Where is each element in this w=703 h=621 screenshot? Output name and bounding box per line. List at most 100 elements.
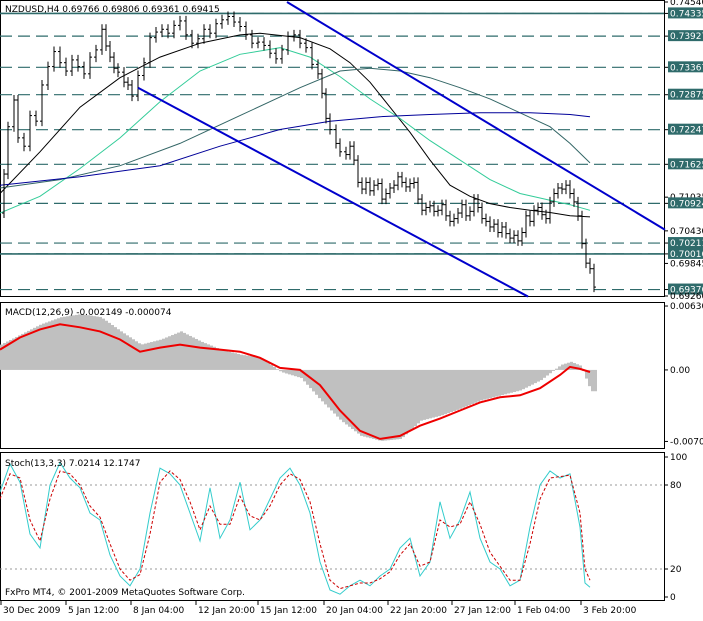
macd-histogram-bar	[369, 369, 372, 439]
macd-panel-title: MACD(12,26,9) -0.002149 -0.000074	[5, 308, 172, 318]
macd-histogram-bar	[177, 332, 180, 370]
stoch-axis-label: 0	[670, 593, 676, 603]
price-axis-label: 0.70924	[670, 199, 703, 209]
macd-histogram-bar	[474, 369, 477, 403]
price-axis-label: 0.70016	[670, 250, 703, 260]
macd-histogram-bar	[240, 354, 243, 370]
macd-histogram-bar	[291, 369, 294, 376]
macd-histogram-bar	[207, 344, 210, 370]
macd-histogram-bar	[111, 324, 114, 370]
macd-histogram-bar	[195, 338, 198, 370]
macd-histogram-bar	[387, 369, 390, 441]
price-axis-label: 0.73367	[670, 63, 703, 73]
macd-histogram-bar	[96, 316, 99, 370]
macd-histogram-bar	[126, 335, 129, 370]
macd-histogram-bar	[408, 369, 411, 432]
macd-histogram-bar	[174, 333, 177, 370]
macd-histogram-bar	[390, 369, 393, 440]
macd-histogram-bar	[534, 369, 537, 384]
macd-histogram-bar	[513, 369, 516, 392]
macd-histogram-bar	[192, 337, 195, 370]
macd-histogram-bar	[225, 350, 228, 370]
macd-histogram-bar	[477, 369, 480, 402]
macd-histogram-bar	[336, 369, 339, 417]
macd-histogram-bar	[105, 320, 108, 370]
macd-histogram-bar	[213, 346, 216, 370]
time-axis-label: 12 Jan 20:00	[198, 606, 255, 616]
macd-histogram-bar	[81, 314, 84, 370]
macd-histogram-bar	[444, 369, 447, 415]
macd-histogram-bar	[243, 355, 246, 370]
macd-histogram-bar	[267, 362, 270, 370]
price-panel: 0.745400.74335 0.73927 0.73367 0.72875 0.722…	[0, 0, 703, 302]
macd-histogram-bar	[252, 356, 255, 370]
macd-axis-label: 0.00	[670, 366, 690, 376]
macd-histogram-bar	[210, 345, 213, 370]
macd-histogram-bar	[360, 369, 363, 436]
time-axis: 30 Dec 2009 5 Jan 12:00 8 Jan 04:00 12 Jan …	[0, 601, 637, 616]
macd-histogram-bar	[141, 344, 144, 370]
price-label-background	[668, 61, 703, 73]
macd-histogram-bar	[6, 341, 9, 370]
macd-histogram-bar	[231, 352, 234, 370]
macd-histogram-bar	[279, 369, 282, 372]
price-axis-label: 0.71625	[670, 160, 703, 170]
macd-histogram-bar	[129, 337, 132, 370]
macd-histogram-bar	[396, 369, 399, 440]
macd-histogram-bar	[588, 369, 591, 387]
macd-histogram-bar	[372, 369, 375, 439]
macd-histogram-bar	[345, 369, 348, 425]
macd-histogram-bar	[495, 369, 498, 397]
macd-histogram-bar	[516, 369, 519, 392]
macd-histogram-bar	[204, 343, 207, 370]
macd-histogram-bar	[402, 369, 405, 438]
macd-histogram-bar	[330, 369, 333, 411]
macd-histogram-bar	[201, 341, 204, 370]
macd-histogram-bar	[21, 333, 24, 370]
macd-histogram-bar	[123, 333, 126, 370]
macd-histogram-bar	[183, 332, 186, 370]
macd-histogram-bar	[540, 369, 543, 381]
macd-histogram-bar	[363, 369, 366, 437]
macd-histogram-bar	[324, 369, 327, 405]
macd-histogram-bar	[189, 335, 192, 370]
time-axis-label: 20 Jan 04:00	[326, 606, 383, 616]
macd-histogram-bar	[525, 369, 528, 388]
macd-histogram-bar	[219, 349, 222, 370]
macd-histogram-bar	[528, 369, 531, 387]
macd-histogram-bar	[171, 335, 174, 370]
macd-histogram-bar	[78, 314, 81, 370]
stoch-panel-frame	[0, 452, 665, 601]
macd-histogram-bar	[300, 369, 303, 379]
macd-histogram-bar	[576, 364, 579, 370]
macd-histogram-bar	[537, 369, 540, 382]
macd-histogram-bar	[306, 369, 309, 385]
price-label-background	[668, 237, 703, 249]
macd-histogram-bar	[342, 369, 345, 423]
macd-signal-line	[0, 323, 591, 440]
macd-histogram-bar	[561, 364, 564, 370]
macd-histogram-bar	[144, 343, 147, 370]
price-axis-label: 0.73927	[670, 32, 703, 42]
macd-histogram-bar	[66, 316, 69, 370]
macd-histogram-bar	[294, 369, 297, 377]
macd-histogram-bar	[165, 337, 168, 370]
stoch-panel-title: Stoch(13,3,3) 7.0214 12.1747	[5, 459, 140, 469]
price-panel-title: NZDUSD,H4 0.69766 0.69806 0.69361 0.6941…	[5, 5, 220, 15]
macd-histogram-bar	[321, 369, 324, 402]
macd-histogram-bar	[375, 369, 378, 440]
macd-histogram-bar	[42, 323, 45, 370]
macd-histogram-bar	[114, 327, 117, 370]
macd-histogram-bar	[378, 369, 381, 441]
macd-histogram-bar	[48, 321, 51, 370]
macd-histogram-bar	[573, 363, 576, 370]
macd-histogram-bar	[249, 356, 252, 370]
macd-histogram-bar	[417, 369, 420, 424]
macd-histogram-bar	[222, 350, 225, 370]
macd-histogram-bar	[432, 369, 435, 418]
macd-histogram-bar	[285, 369, 288, 374]
macd-histogram-bar	[423, 369, 426, 420]
macd-histogram-bar	[426, 369, 429, 420]
